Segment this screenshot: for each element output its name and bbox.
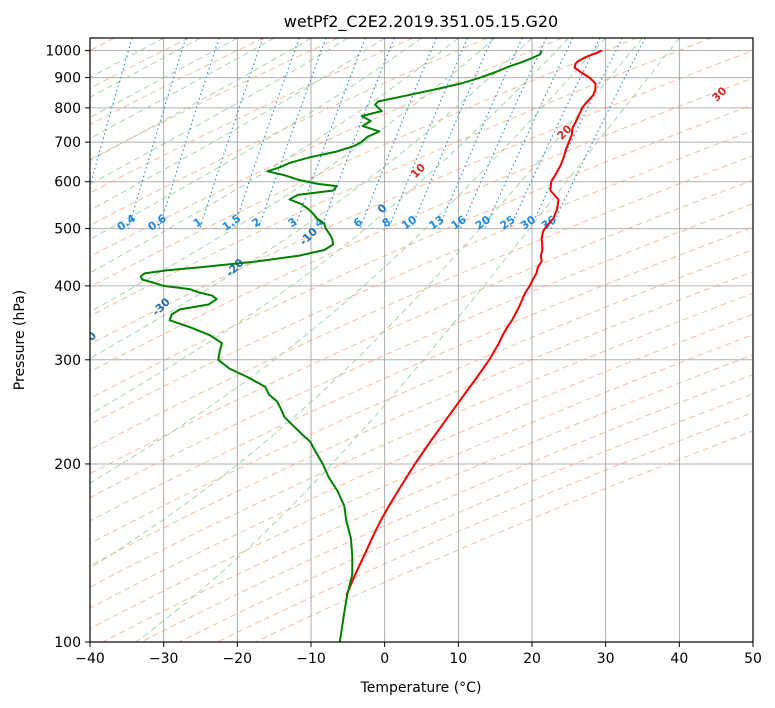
moist-adiabat-10 xyxy=(90,38,459,274)
y-axis-title: Pressure (hPa) xyxy=(12,290,28,390)
dry-adiabat-110 xyxy=(90,203,753,499)
dewpoint-trace xyxy=(139,50,543,642)
dry-adiabat-150 xyxy=(90,292,753,588)
dry-adiabats xyxy=(90,38,753,642)
x-tick-label: 40 xyxy=(670,651,688,667)
x-axis-ticks: −40 −30 −20 −10 0 10 20 30 40 50 xyxy=(75,642,762,667)
x-tick-label: −30 xyxy=(149,651,179,667)
x-tick-label: −40 xyxy=(75,651,105,667)
y-tick-label: 1000 xyxy=(45,44,81,60)
pressure-gridlines xyxy=(90,50,753,642)
y-tick-label: 500 xyxy=(54,222,81,238)
y-tick-label: 100 xyxy=(54,635,81,651)
y-tick-label: 200 xyxy=(54,457,81,473)
y-tick-label: 400 xyxy=(54,279,81,295)
moist-adiabat-30 xyxy=(90,38,607,484)
moist-adiabat-5 xyxy=(90,38,422,241)
dry-adiabat-120 xyxy=(90,226,753,522)
moist-adiabat-0 xyxy=(90,38,385,211)
mixing-ratio-line-6 xyxy=(359,38,437,229)
dry-adiabat-200 xyxy=(178,393,753,642)
x-tick-label: 0 xyxy=(380,651,389,667)
y-axis-ticks: 100 200 300 400 500 600 700 800 900 1000 xyxy=(45,44,90,651)
dry-adiabat-10 xyxy=(90,38,488,226)
moist-adiabat-35 xyxy=(90,38,643,569)
plot-frame xyxy=(89,37,754,643)
y-tick-label: 800 xyxy=(54,101,81,117)
dry-adiabat-70 xyxy=(90,104,753,399)
y-tick-label: 700 xyxy=(54,135,81,151)
moist-adiabat-40 xyxy=(135,38,680,642)
x-tick-label: 20 xyxy=(523,651,541,667)
mixing-ratio-line-0.6 xyxy=(158,38,220,229)
isotherm-label--40: -40 xyxy=(76,329,99,352)
mixing-ratio-line-25 xyxy=(509,38,601,229)
dry-adiabat-50 xyxy=(90,49,753,345)
y-tick-label: 300 xyxy=(54,353,81,369)
dry-adiabat-60 xyxy=(90,77,753,373)
plot-area: 0.10.20.40.611.52346810131620253036-100-… xyxy=(76,38,753,642)
x-tick-label: −20 xyxy=(223,651,253,667)
moist-adiabat-20 xyxy=(90,38,533,359)
y-tick-label: 600 xyxy=(54,175,81,191)
y-tick-label: 900 xyxy=(54,71,81,87)
mixing-ratio-line-1 xyxy=(199,38,264,229)
moist-adiabat--5 xyxy=(90,38,349,185)
x-tick-label: −10 xyxy=(296,651,326,667)
dry-adiabat-80 xyxy=(90,129,753,425)
dry-adiabat--20 xyxy=(90,38,264,126)
mixing-ratio-line-16 xyxy=(460,38,547,229)
mixing-ratio-line-20 xyxy=(484,38,574,229)
mixing-ratio-line-0.4 xyxy=(127,38,187,229)
dry-adiabat-0 xyxy=(90,38,414,194)
moist-adiabat-25 xyxy=(90,38,570,415)
dry-adiabat-180 xyxy=(102,354,753,642)
x-tick-label: 10 xyxy=(449,651,467,667)
x-axis-title: Temperature (°C) xyxy=(360,680,482,696)
dry-adiabat-140 xyxy=(90,271,753,567)
mixing-ratio-line-13 xyxy=(438,38,523,229)
sounding-traces xyxy=(139,49,603,642)
dry-adiabat-90 xyxy=(90,155,753,450)
dry-adiabat-30 xyxy=(90,38,638,288)
dry-adiabat-40 xyxy=(90,38,712,317)
dry-adiabat-170 xyxy=(90,334,753,630)
dry-adiabat--30 xyxy=(90,38,190,89)
x-tick-label: 30 xyxy=(597,651,615,667)
chart-title: wetPf2_C2E2.2019.351.05.15.G20 xyxy=(284,12,558,32)
x-tick-label: 50 xyxy=(744,651,762,667)
temperature-trace xyxy=(345,49,603,596)
moist-adiabat-15 xyxy=(90,38,496,313)
